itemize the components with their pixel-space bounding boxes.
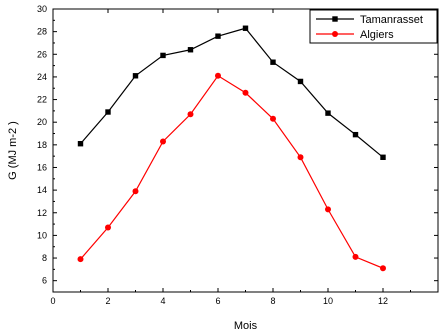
data-point (352, 131, 359, 138)
legend-label: Algiers (360, 29, 394, 41)
series-line (80, 27, 384, 158)
plot-area (52, 8, 439, 293)
data-point (215, 33, 221, 39)
data-point (325, 110, 331, 116)
x-axis-title: Mois (234, 320, 258, 332)
y-tick-label: 6 (42, 276, 47, 286)
data-point (77, 141, 84, 147)
data-point (325, 206, 331, 213)
data-point (160, 52, 166, 59)
series-algiers (77, 72, 386, 272)
series-layer (77, 25, 386, 272)
series-line (80, 74, 384, 269)
y-tick-label: 24 (37, 72, 47, 82)
data-point (242, 89, 249, 96)
y-tick-label: 14 (37, 185, 47, 195)
data-point (105, 109, 111, 115)
x-tick-label: 12 (378, 296, 388, 306)
x-tick-label: 8 (270, 296, 275, 306)
data-point (380, 265, 386, 272)
data-point (160, 138, 166, 145)
series-tamanrasset (77, 25, 386, 160)
data-point (132, 188, 139, 195)
x-tick-label: 4 (160, 296, 165, 306)
y-tick-label: 18 (37, 140, 47, 150)
data-point (352, 253, 359, 260)
data-point (187, 47, 194, 53)
legend-box (309, 9, 438, 44)
y-tick-label: 22 (37, 95, 47, 105)
y-tick-label: 12 (37, 208, 47, 218)
data-point (242, 25, 249, 31)
data-point (215, 72, 221, 79)
legend-marker (332, 16, 338, 22)
legend-item: Tamanrasset (316, 14, 423, 26)
x-tick-label: 6 (215, 296, 220, 306)
legend-label: Tamanrasset (360, 14, 423, 26)
legend-marker (332, 31, 338, 37)
data-point (380, 154, 386, 160)
data-point (270, 115, 276, 122)
legend: Tamanrasset Algiers (309, 9, 438, 44)
data-point (77, 256, 84, 263)
y-tick-label: 28 (37, 27, 47, 37)
x-tick-label: 2 (105, 296, 110, 306)
y-tick-label: 30 (37, 4, 47, 14)
y-tick-label: 8 (42, 253, 47, 263)
data-point (132, 73, 139, 79)
y-axis-title: G (MJ m-2 ) (7, 121, 19, 180)
data-point (297, 154, 304, 161)
y-tick-label: 26 (37, 49, 47, 59)
y-tick-label: 10 (37, 230, 47, 240)
data-point (187, 111, 194, 118)
data-point (297, 78, 304, 85)
y-tick-label: 16 (37, 162, 47, 172)
legend-item: Algiers (316, 29, 394, 41)
data-point (270, 59, 276, 65)
x-tick-label: 0 (50, 296, 55, 306)
y-tick-label: 20 (37, 117, 47, 127)
data-point (105, 224, 111, 231)
x-tick-label: 10 (323, 296, 333, 306)
